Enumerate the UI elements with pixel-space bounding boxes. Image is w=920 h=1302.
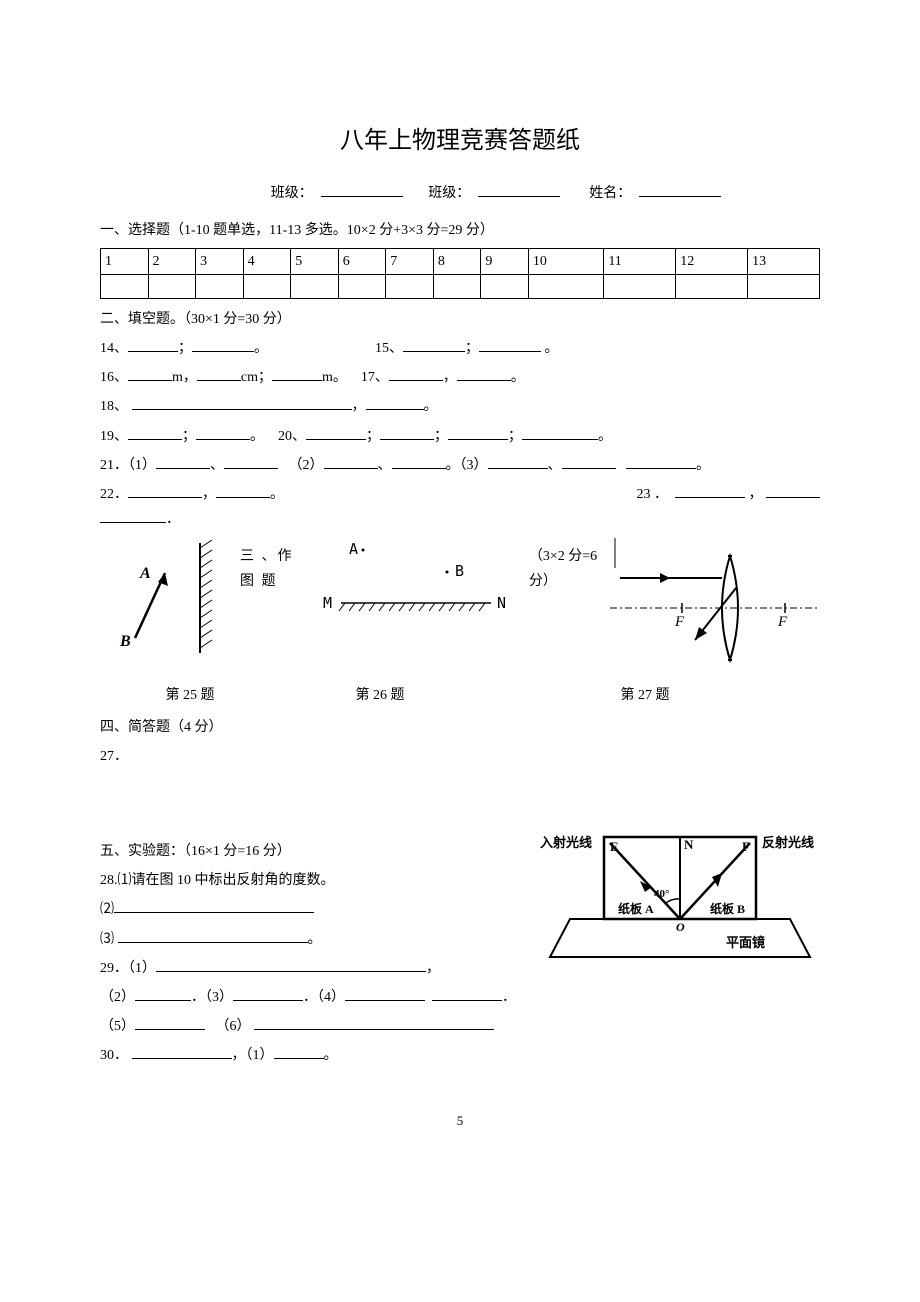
col-header: 9 — [481, 248, 529, 274]
incident-label: 入射光线 — [540, 835, 592, 850]
q21: 21．（1）、 （2）、。（3）、 。 — [100, 453, 820, 478]
label-B: B — [455, 562, 464, 580]
label-F-right: F — [777, 614, 788, 630]
q18: 18、 ，。 — [100, 394, 820, 419]
col-header: 3 — [196, 248, 244, 274]
board-b-label: 纸板 B — [710, 901, 745, 916]
board-a-label: 纸板 A — [618, 901, 654, 916]
student-info: 班级： 班级： 姓名： — [100, 181, 820, 206]
col-header: 1 — [101, 248, 149, 274]
answer-table: 1 2 3 4 5 6 7 8 9 10 11 12 13 — [100, 248, 820, 299]
col-header: 2 — [148, 248, 196, 274]
label-N: N — [684, 837, 694, 852]
section-3-header-left: 三 、作 图 题 — [240, 538, 309, 594]
figure-27: F F — [610, 538, 820, 677]
label-A: A — [349, 540, 358, 558]
reflected-label: 反射光线 — [762, 835, 814, 850]
q22-q23: 22．，。 23 ． ， — [100, 482, 820, 507]
col-header: 13 — [748, 248, 820, 274]
q14-q15: 14、；。 15、； 。 — [100, 336, 820, 361]
section-3-header-right: （3×2 分=6 分） — [529, 538, 600, 594]
col-header: 12 — [676, 248, 748, 274]
q30: 30． ，（1）。 — [100, 1043, 820, 1068]
col-header: 5 — [291, 248, 339, 274]
table-row: 1 2 3 4 5 6 7 8 9 10 11 12 13 — [101, 248, 820, 274]
q19-q20: 19、；。 20、；；；。 — [100, 424, 820, 449]
class-label-1: 班级： — [271, 186, 313, 201]
figure-28: 40° E N F 入射光线 反射光线 纸板 A 纸板 B O 平面镜 — [540, 829, 820, 978]
section-1-header: 一、选择题（1-10 题单选，11-13 多选。10×2 分+3×3 分=29 … — [100, 218, 820, 243]
label-E: E — [610, 839, 619, 854]
angle-label: 40° — [654, 888, 669, 900]
label-F-left: F — [674, 614, 685, 630]
class-label-2: 班级： — [428, 186, 470, 201]
q16-q17: 16、m，cm；m。 17、，。 — [100, 365, 820, 390]
col-header: 10 — [528, 248, 603, 274]
q23b: ． — [100, 507, 820, 532]
diagram-row: A B 三 、作 图 题 A B M N （3×2 分=6 分） — [100, 538, 820, 677]
col-header: 6 — [338, 248, 386, 274]
col-header: 4 — [243, 248, 291, 274]
page-number: 5 — [100, 1109, 820, 1132]
label-N: N — [497, 594, 506, 612]
label-25: 第 25 题 — [100, 683, 280, 708]
q29-234: （2）．（3）．（4） ． — [100, 985, 820, 1010]
table-row — [101, 274, 820, 298]
section-2-header: 二、填空题。（30×1 分=30 分） — [100, 307, 820, 332]
name-label: 姓名： — [589, 186, 631, 201]
section-4-header: 四、简答题（4 分） — [100, 715, 820, 740]
label-F: F — [742, 839, 750, 854]
label-M: M — [323, 594, 332, 612]
q29-56: （5） （6） — [100, 1014, 820, 1039]
label-B: B — [119, 633, 131, 650]
mirror-label: 平面镜 — [726, 935, 765, 950]
q27-short: 27． — [100, 744, 820, 769]
col-header: 7 — [386, 248, 434, 274]
figure-26: A B M N — [319, 538, 519, 647]
label-O: O — [676, 920, 685, 934]
col-header: 11 — [604, 248, 676, 274]
figure-25: A B — [100, 538, 230, 667]
label-26: 第 26 题 — [280, 683, 480, 708]
col-header: 8 — [433, 248, 481, 274]
label-27: 第 27 题 — [480, 683, 730, 708]
diagram-labels: 第 25 题 第 26 题 第 27 题 — [100, 683, 820, 708]
label-A: A — [139, 565, 151, 582]
page-title: 八年上物理竞赛答题纸 — [100, 120, 820, 163]
